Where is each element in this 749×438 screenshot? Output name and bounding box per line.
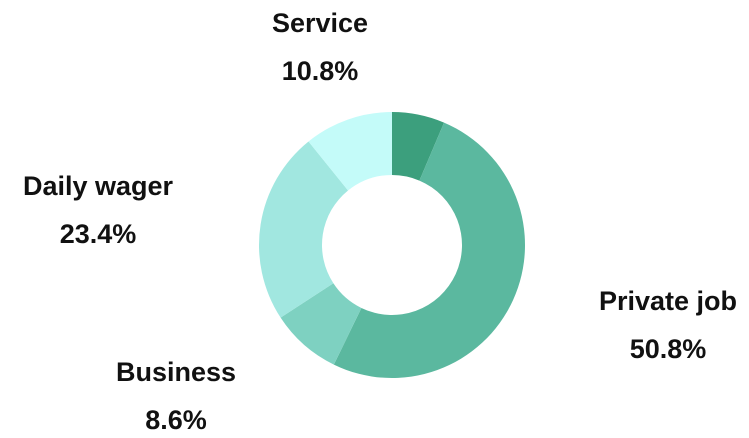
donut-slice xyxy=(392,112,445,181)
donut-slice xyxy=(259,141,349,318)
donut-slice xyxy=(333,122,525,378)
slice-label: Daily wager xyxy=(23,171,174,201)
slice-label: Business xyxy=(116,357,236,387)
slice-value: 50.8% xyxy=(630,334,707,364)
slice-label: Service xyxy=(272,8,368,38)
slice-value: 23.4% xyxy=(60,219,137,249)
donut-slice xyxy=(280,283,362,365)
slice-value: 8.6% xyxy=(145,405,207,435)
slice-value: 10.8% xyxy=(282,56,359,86)
slice-label: Private job xyxy=(599,286,737,316)
donut-slice xyxy=(308,112,392,191)
